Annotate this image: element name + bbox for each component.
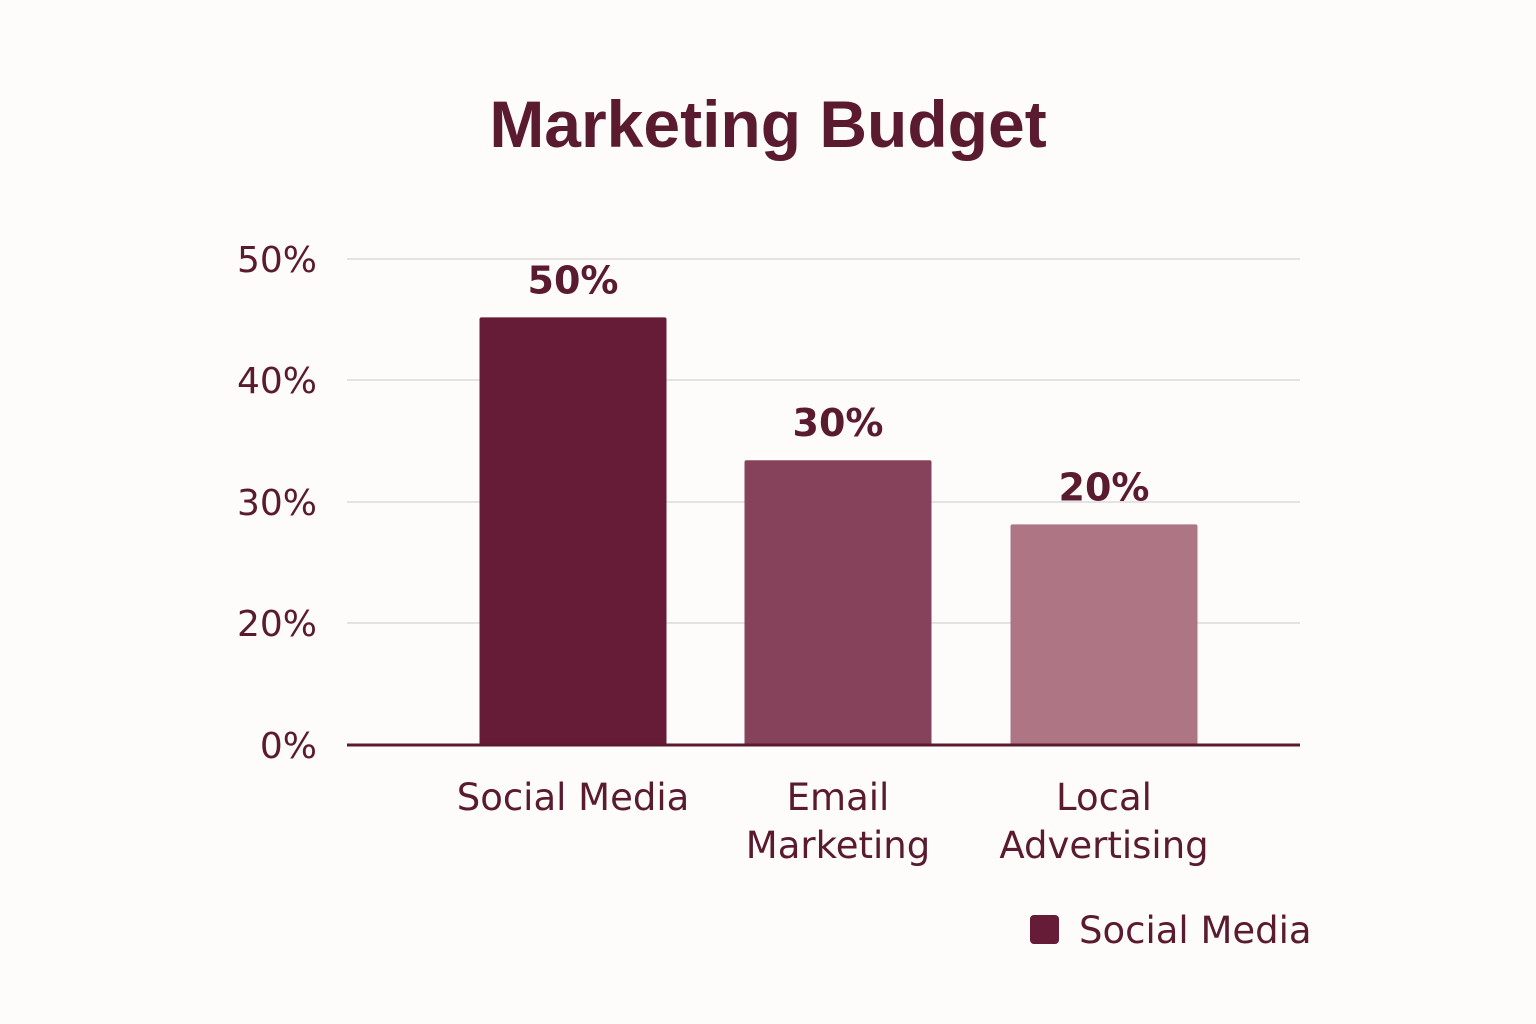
x-tick-label: Advertising (999, 824, 1208, 867)
y-tick-label: 0% (260, 726, 317, 767)
bars (479, 317, 1198, 745)
bar (1010, 524, 1198, 745)
legend-swatch (1030, 915, 1059, 944)
y-tick-label: 40% (237, 361, 317, 402)
x-tick-label: Local (1056, 776, 1152, 819)
data-label: 20% (1059, 465, 1150, 509)
data-label: 50% (528, 258, 619, 302)
y-tick-label: 50% (237, 240, 317, 281)
x-tick-label: Social Media (457, 776, 690, 819)
legend-label: Social Media (1079, 909, 1312, 952)
y-tick-label: 20% (237, 604, 317, 645)
labels: 0% 20% 30% 40% 50% 50% Social Media 30% Email Mar… (237, 240, 1209, 867)
chart-title: Marketing Budget (489, 87, 1046, 161)
data-label: 30% (793, 401, 884, 445)
x-tick-label: Email (787, 776, 890, 819)
y-tick-label: 30% (237, 483, 317, 524)
bar (744, 460, 932, 745)
x-tick-label: Marketing (746, 824, 930, 867)
legend: Social Media (1030, 909, 1312, 952)
bar (479, 317, 667, 745)
